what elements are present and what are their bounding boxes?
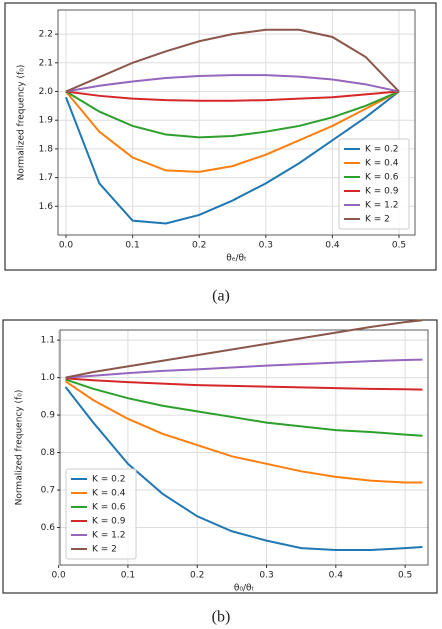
x-tick-label: 0.0 [51,571,66,581]
x-tick-label: 0.1 [125,241,139,251]
legend-box [65,468,137,560]
y-tick-label: 0.6 [41,523,56,533]
x-tick-label: 0.4 [325,241,340,251]
series-line [65,377,423,391]
legend-label: K = 0.4 [92,489,126,499]
legend-label: K = 0.6 [92,503,126,513]
x-tick-label: 0.1 [121,571,135,581]
x-tick-label: 0.5 [392,241,406,251]
x-tick-label: 0.5 [398,571,412,581]
series-line [65,90,400,139]
legend-label: K = 0.2 [365,145,398,155]
series-line [65,74,400,93]
series-line [65,358,423,379]
y-axis-label: Normalized frequency (f₀) [17,65,27,181]
y-axis-label: Normalized frequency (f₀) [15,390,25,506]
panel-frame [4,2,437,271]
x-tick-label: 0.2 [192,241,206,251]
legend-label: K = 0.6 [365,173,399,183]
series-line [65,90,400,102]
series-line [65,378,423,437]
caption: (a) [212,288,230,305]
legend-label: K = 1.2 [365,201,398,211]
x-tick-label: 0.4 [329,571,344,581]
series-line [65,28,400,93]
x-tick-label: 0.3 [259,571,273,581]
y-tick-label: 0.7 [41,486,55,496]
panel-frame [2,319,438,594]
y-tick-label: 0.8 [41,448,56,458]
y-tick-label: 1.8 [39,144,54,154]
y-tick-label: 1.1 [41,336,55,346]
legend-label: K = 0.9 [365,187,399,197]
y-tick-label: 1.0 [41,373,56,383]
series-line [64,380,423,484]
y-tick-label: 2.1 [39,58,53,68]
legend-label: K = 0.2 [92,475,125,485]
x-tick-label: 0.0 [59,241,74,251]
legend-label: K = 2 [92,545,117,555]
legend-label: K = 0.9 [92,517,126,527]
series-line [65,319,423,379]
y-tick-label: 1.6 [39,202,54,212]
x-axis-label: θₑ/θₜ [226,254,247,264]
series-line [65,90,400,173]
x-tick-label: 0.3 [259,241,273,251]
y-tick-label: 1.7 [39,173,53,183]
y-tick-label: 2.2 [39,30,53,40]
legend-label: K = 0.4 [365,159,399,169]
x-tick-label: 0.2 [190,571,204,581]
legend-label: K = 2 [365,215,390,225]
plot-border [57,9,416,236]
series-line [64,386,423,552]
y-tick-label: 2.0 [39,87,54,97]
x-axis-label: θ₀/θₜ [234,584,255,594]
y-tick-label: 0.9 [41,411,56,421]
caption: (b) [212,609,231,626]
legend-label: K = 1.2 [92,531,125,541]
series-line [65,90,400,225]
legend-box [338,138,410,230]
plot-border [59,329,429,566]
y-tick-label: 1.9 [39,116,54,126]
